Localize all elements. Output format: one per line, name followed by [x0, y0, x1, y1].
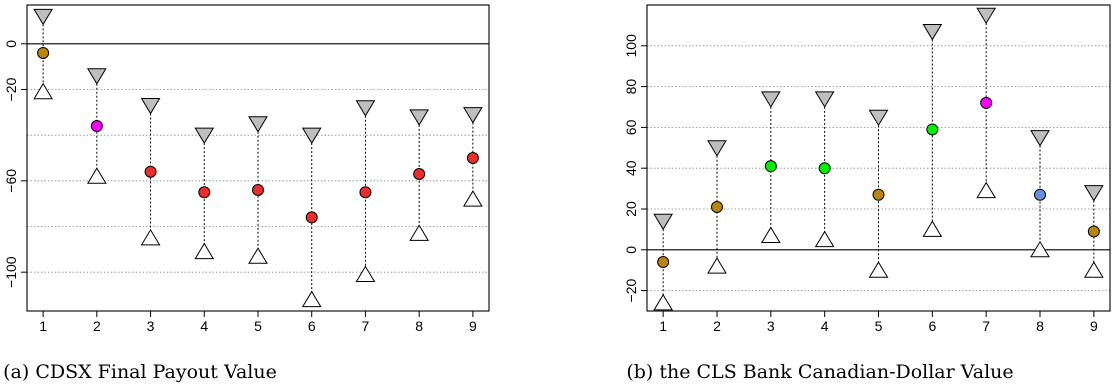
- lower-bound-marker-7: [976, 181, 997, 199]
- y-tick-label-3: 40: [623, 160, 639, 176]
- panel-b-chart: 1 2 3 4 5 6 7 8 9 −20 0 20 40 60 80 100: [623, 4, 1111, 334]
- caption-a: (a) CDSX Final Payout Value: [3, 361, 277, 383]
- lower-bound-marker-2: [86, 167, 107, 184]
- upper-bound-marker-6: [922, 24, 943, 41]
- lower-bound-marker-4: [814, 230, 835, 248]
- lower-bound-marker-1: [653, 293, 674, 311]
- upper-bound-marker-9: [463, 107, 483, 124]
- y-tick-label-6: 100: [623, 34, 639, 58]
- lower-bound-marker-3: [140, 228, 161, 246]
- point-estimate-marker-1: [37, 46, 50, 59]
- x-tick-label-3: 3: [147, 318, 155, 334]
- plot-frame: [26, 4, 490, 312]
- x-tick-label-7: 7: [982, 318, 990, 334]
- x-tick-label-3: 3: [767, 318, 775, 334]
- x-tick-label-9: 9: [1090, 318, 1098, 334]
- lower-bound-marker-6: [922, 220, 943, 237]
- x-tick-label-2: 2: [713, 318, 721, 334]
- point-estimate-marker-6: [926, 123, 939, 136]
- upper-bound-marker-1: [653, 213, 674, 231]
- lower-bound-marker-8: [409, 224, 430, 241]
- point-estimate-marker-4: [198, 186, 211, 199]
- panel-a-chart: 1 2 3 4 5 6 7 8 9 0 −20 −60 −100: [3, 4, 490, 334]
- point-estimate-marker-9: [1087, 225, 1100, 238]
- lower-bound-marker-9: [463, 190, 483, 207]
- y-tick-label-0: 0: [3, 40, 19, 48]
- point-estimate-marker-4: [818, 162, 831, 175]
- point-estimate-marker-9: [466, 152, 479, 164]
- y-tick-label-4: 60: [623, 119, 639, 135]
- caption-b: (b) the CLS Bank Canadian-Dollar Value: [626, 361, 1013, 383]
- upper-bound-marker-3: [140, 97, 161, 115]
- upper-bound-marker-6: [301, 127, 322, 145]
- upper-bound-marker-7: [355, 100, 376, 117]
- lower-bound-marker-5: [868, 261, 889, 278]
- point-estimate-marker-3: [144, 165, 157, 178]
- upper-bound-marker-1: [33, 8, 53, 26]
- point-estimate-marker-3: [764, 160, 777, 173]
- point-estimate-marker-8: [413, 167, 426, 180]
- lower-bound-marker-5: [248, 247, 268, 264]
- upper-bound-marker-4: [194, 127, 215, 145]
- x-tick-label-5: 5: [875, 318, 883, 334]
- lower-bound-marker-7: [355, 265, 376, 282]
- lower-bound-marker-1: [33, 82, 53, 100]
- upper-bound-marker-5: [248, 116, 268, 133]
- lower-bound-marker-2: [707, 257, 727, 274]
- x-tick-label-9: 9: [469, 318, 477, 334]
- y-tick-label-0: −20: [623, 279, 639, 303]
- point-estimate-marker-2: [90, 120, 103, 133]
- x-tick-label-2: 2: [93, 318, 101, 334]
- x-tick-label-6: 6: [928, 318, 936, 334]
- x-tick-label-6: 6: [308, 318, 316, 334]
- y-tick-label-5: 80: [623, 79, 639, 95]
- point-estimate-marker-5: [252, 183, 264, 196]
- y-tick-label-2: 20: [623, 201, 639, 217]
- upper-bound-marker-8: [409, 109, 430, 126]
- lower-bound-marker-8: [1030, 240, 1050, 258]
- point-estimate-marker-7: [359, 186, 372, 199]
- point-estimate-marker-7: [980, 96, 993, 109]
- y-tick-label-3: −100: [3, 256, 19, 288]
- x-tick-label-4: 4: [200, 318, 208, 334]
- x-tick-label-4: 4: [821, 318, 829, 334]
- x-tick-label-1: 1: [39, 318, 47, 334]
- lower-bound-marker-4: [194, 242, 215, 260]
- upper-bound-marker-9: [1083, 185, 1104, 202]
- x-tick-label-5: 5: [254, 318, 262, 334]
- y-tick-label-2: −60: [3, 169, 19, 193]
- point-estimate-marker-5: [872, 188, 885, 201]
- upper-bound-marker-5: [868, 109, 889, 127]
- upper-bound-marker-2: [707, 140, 727, 157]
- point-estimate-marker-1: [657, 256, 670, 269]
- upper-bound-marker-3: [760, 91, 781, 108]
- point-estimate-marker-6: [305, 211, 318, 224]
- upper-bound-marker-2: [86, 68, 107, 85]
- y-tick-label-1: −20: [3, 77, 19, 101]
- x-tick-label-8: 8: [1036, 318, 1044, 334]
- lower-bound-marker-6: [301, 290, 322, 308]
- x-tick-label-1: 1: [659, 318, 667, 334]
- lower-bound-marker-3: [760, 226, 781, 244]
- upper-bound-marker-7: [976, 7, 997, 25]
- x-tick-label-7: 7: [362, 318, 370, 334]
- lower-bound-marker-9: [1083, 261, 1104, 278]
- x-tick-label-8: 8: [415, 318, 423, 334]
- point-estimate-marker-8: [1034, 188, 1047, 201]
- upper-bound-marker-8: [1030, 130, 1050, 147]
- upper-bound-marker-4: [814, 91, 835, 108]
- point-estimate-marker-2: [710, 200, 723, 213]
- y-tick-label-1: 0: [623, 246, 639, 254]
